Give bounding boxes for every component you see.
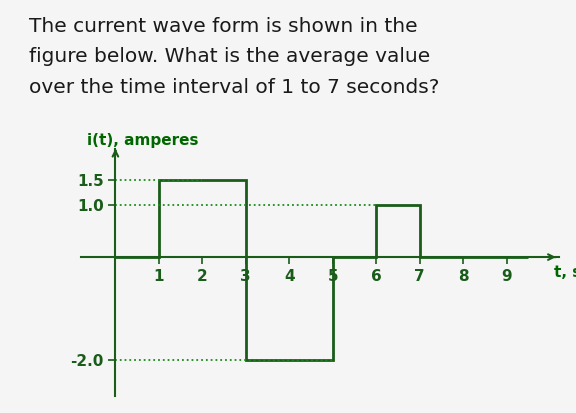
Text: t, secon: t, secon — [554, 265, 576, 280]
Text: figure below. What is the average value: figure below. What is the average value — [29, 47, 430, 66]
Text: i(t), amperes: i(t), amperes — [87, 133, 199, 148]
Text: The current wave form is shown in the: The current wave form is shown in the — [29, 17, 418, 36]
Text: over the time interval of 1 to 7 seconds?: over the time interval of 1 to 7 seconds… — [29, 78, 439, 97]
